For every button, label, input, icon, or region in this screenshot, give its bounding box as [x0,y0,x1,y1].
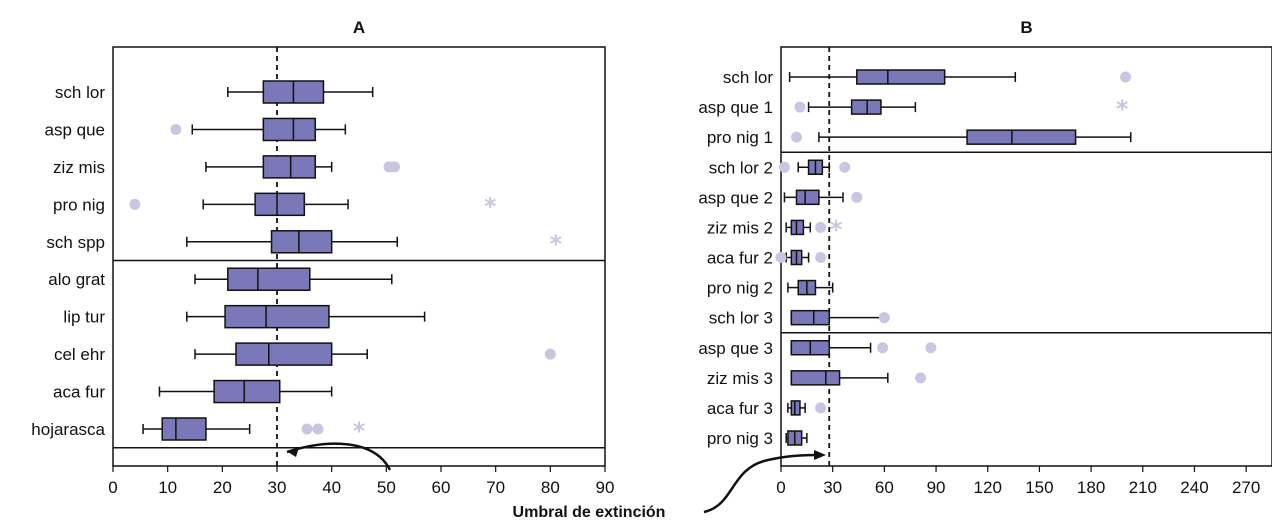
panel-b-category-label-1: sch lor [723,68,773,87]
panel-a-category-label-9: aca fur [53,383,105,402]
panel-a-x-tick-label-90: 90 [596,478,615,497]
panel-b-x-tick-label-0: 0 [776,478,785,497]
panel-a-x-tick-label-60: 60 [432,478,451,497]
panel-b-extreme-2-1: * [1116,95,1129,123]
panel-a-x-tick-label-40: 40 [322,478,341,497]
panel-b-category-label-3: pro nig 1 [707,128,773,147]
panel-a-extreme-10-1: * [353,417,366,445]
panel-a-box-2 [262,117,317,142]
panel-a-outlier-4-1 [129,198,141,210]
panel-b-x-tick-label-60: 60 [875,478,894,497]
panel-b-box-1 [856,69,946,85]
panel-b-category-label-11: ziz mis 3 [707,369,773,388]
panel-b-outlier-7-2 [815,252,827,263]
panel-a-x-tick-label-70: 70 [486,478,505,497]
panel-b-box-12 [790,400,801,416]
panel-b-outlier-3-1 [791,131,803,143]
panel-b-category-label-8: pro nig 2 [707,279,773,298]
panel-a-x-tick-label-80: 80 [541,478,560,497]
panel-a-box-6 [227,267,311,291]
panel-a-x-tick-label-20: 20 [213,478,232,497]
panel-b-x-tick-label-120: 120 [974,478,1002,497]
panel-a-outlier-10-2 [312,423,324,435]
panel-b-x-tick-label-150: 150 [1025,478,1053,497]
panel-b-x-tick-label-270: 270 [1232,478,1260,497]
panel-a-box-10 [161,417,207,441]
panel-b-x-tick-label-180: 180 [1077,478,1105,497]
panel-a-category-label-6: alo grat [48,270,105,289]
panel-b: B 0 30 60 90 120 150 180 210 240 270 sch lor asp que… [698,18,1272,497]
panel-b-x-tick-label-240: 240 [1180,478,1208,497]
panel-b-outlier-11-1 [915,372,927,384]
annotation-arrowhead-a [288,447,299,457]
panel-a-plot-frame [112,46,606,467]
panel-b-category-label-7: aca fur 2 [707,249,773,268]
panel-a-category-label-8: cel ehr [54,345,105,364]
panel-a-category-label-10: hojarasca [31,420,105,439]
panel-b-box-6 [790,219,805,236]
panel-b-category-label-6: ziz mis 2 [707,218,773,237]
panel-a-outlier-3-2 [389,161,401,173]
panel-a-extreme-5-1: * [550,230,563,258]
panel-a-outlier-8-1 [544,348,556,360]
panel-a-title: A [353,18,365,37]
panel-a-category-label-5: sch spp [46,233,105,252]
panel-b-outlier-10-2 [925,342,937,354]
panel-b-outlier-6-1 [815,221,827,233]
panel-b-box-2 [850,99,882,115]
panel-a-category-label-7: lip tur [63,308,105,327]
panel-b-category-label-13: pro nig 3 [707,429,773,448]
panel-a-x-tick-label-50: 50 [377,478,396,497]
panel-b-outlier-4-1 [778,161,790,173]
panel-b-outlier-7-1 [775,252,787,263]
panel-a-box-3 [262,155,317,179]
panel-a-x-tick-label-10: 10 [158,478,177,497]
panel-a-x-tick-label-0: 0 [108,478,117,497]
panel-a-x-tick-label-30: 30 [268,478,287,497]
panel-b-box-11 [790,370,841,386]
panel-b-outlier-10-1 [877,342,889,354]
panel-b-outlier-1-1 [1120,71,1132,83]
panel-b-category-label-9: sch lor 3 [709,309,773,328]
panel-b-outlier-12-1 [815,402,827,414]
panel-b-x-tick-label-90: 90 [927,478,946,497]
annotation-arrow-b [703,453,823,514]
panel-a-outlier-10-1 [301,423,313,435]
panel-a-box-8 [235,342,333,366]
panel-b-box-5 [795,189,820,206]
panel-b-outlier-2-1 [794,101,806,113]
panel-b-extreme-6-1: * [830,215,843,243]
annotation-arrowhead-b [814,450,826,460]
panel-a: A 0 10 20 30 40 50 60 70 80 90 sch lor asp que ziz mi… [31,18,614,497]
panel-b-category-label-2: asp que 1 [698,98,773,117]
panel-b-outlier-9-1 [878,312,890,324]
annotation-arrow-a [286,442,392,471]
threshold-annotation: Umbral de extinción [513,504,666,521]
panel-b-x-tick-label-30: 30 [823,478,842,497]
panel-b-title: B [1020,18,1032,37]
panel-b-category-label-10: asp que 3 [698,339,773,358]
panel-a-box-7 [224,304,330,329]
panel-b-outlier-4-2 [839,161,851,173]
panel-b-outlier-5-1 [851,191,863,203]
panel-a-category-label-2: asp que [45,120,106,139]
panel-a-extreme-4-1: * [484,192,497,220]
panel-a-box-9 [213,379,281,404]
panel-b-category-label-4: sch lor 2 [709,158,773,177]
panel-a-outlier-2-1 [170,123,182,135]
panel-b-box-9 [790,309,830,326]
panel-b-x-tick-label-210: 210 [1129,478,1157,497]
panel-a-box-4 [254,192,306,217]
panel-a-box-5 [270,230,333,254]
panel-a-category-label-1: sch lor [55,83,105,102]
panel-b-category-label-12: aca fur 3 [707,399,773,418]
panel-b-box-3 [966,129,1077,145]
panel-a-category-label-4: pro nig [53,195,105,214]
panel-a-category-label-3: ziz mis [53,158,105,177]
panel-b-category-label-5: asp que 2 [698,188,773,207]
